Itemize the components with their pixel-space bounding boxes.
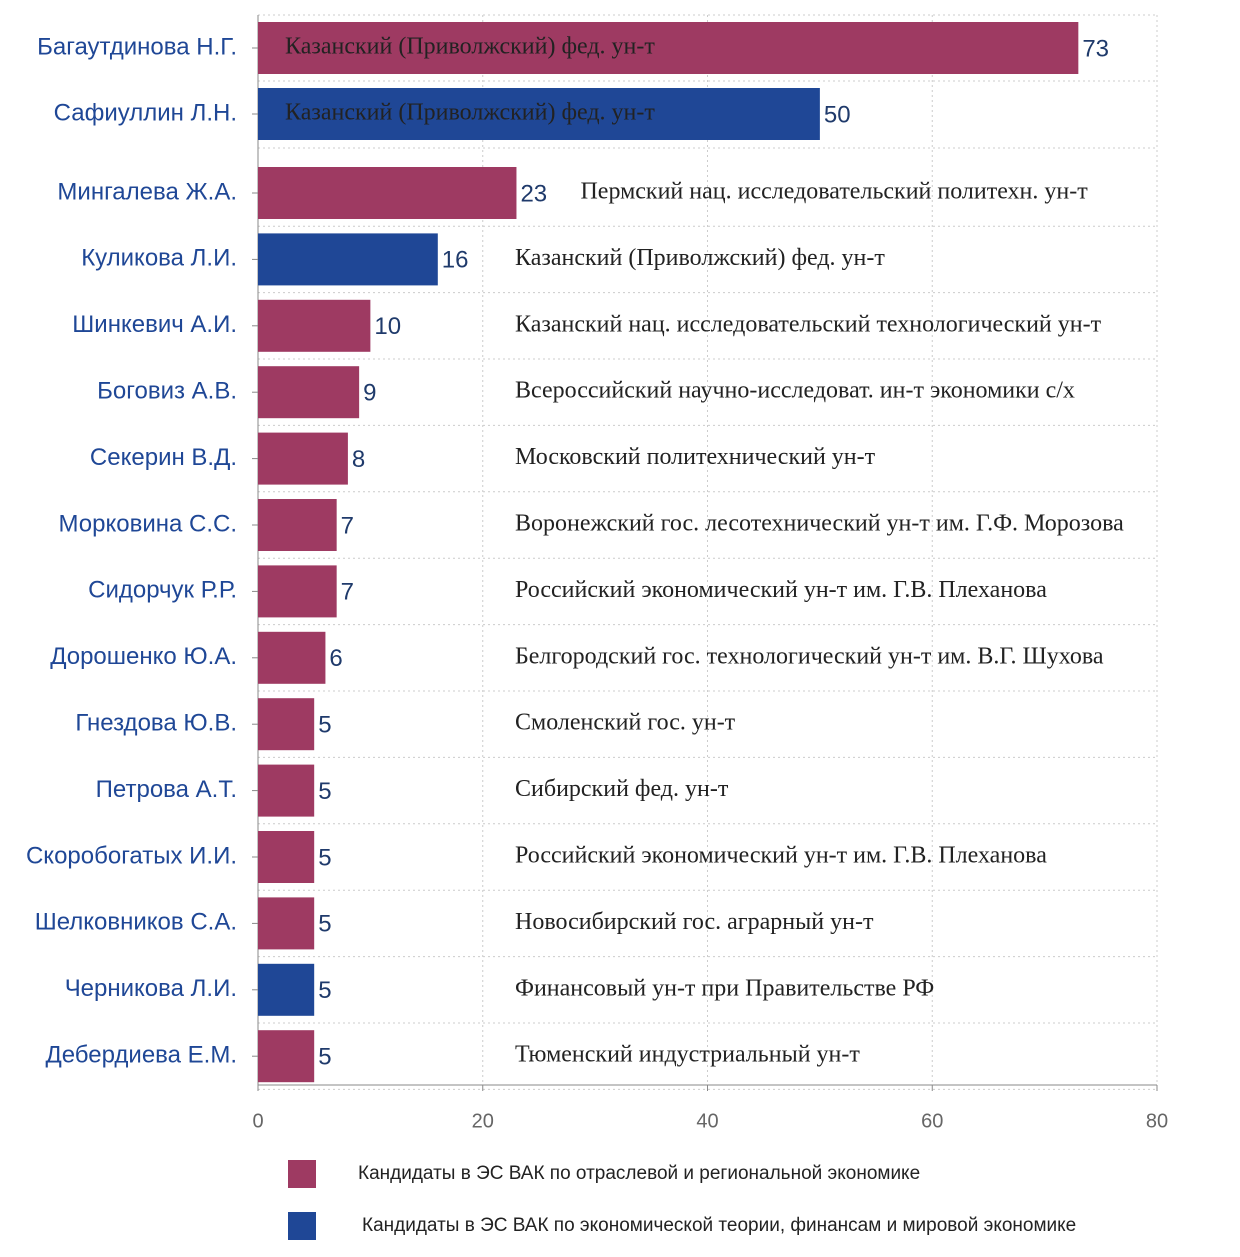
bar — [258, 963, 315, 1016]
y-tick-label: Гнездова Ю.В. — [75, 710, 237, 737]
y-tick-label: Шинкевич А.И. — [72, 311, 237, 338]
annotation: Пермский нац. исследовательский политехн… — [580, 179, 1088, 205]
annotation: Всероссийский научно-исследоват. ин-т эк… — [515, 378, 1075, 404]
annotation: Финансовый ун-т при Правительстве РФ — [515, 975, 934, 1001]
annotation: Казанский (Приволжский) фед. ун-т — [515, 245, 885, 271]
value-label: 5 — [318, 1044, 331, 1071]
bar — [258, 499, 337, 551]
annotation: Новосибирский гос. аграрный ун-т — [515, 909, 874, 935]
value-label: 23 — [520, 180, 547, 207]
bar — [258, 233, 438, 286]
legend-label: Кандидаты в ЭС ВАК по отраслевой и регио… — [358, 1163, 920, 1184]
bar — [258, 631, 326, 684]
y-tick-label: Секерин В.Д. — [90, 444, 237, 471]
annotation: Московский политехнический ун-т — [515, 444, 876, 470]
bar — [258, 22, 1079, 74]
annotation: Казанский (Приволжский) фед. ун-т — [285, 34, 655, 60]
value-label: 7 — [341, 579, 354, 606]
bar — [258, 764, 315, 817]
value-label: 6 — [329, 645, 342, 672]
y-tick-label: Сидорчук Р.Р. — [88, 577, 237, 604]
annotation: Тюменский индустриальный ун-т — [515, 1042, 860, 1068]
annotation: Казанский (Приволжский) фед. ун-т — [285, 100, 655, 126]
bar — [258, 565, 337, 618]
x-tick-label: 80 — [1146, 1110, 1168, 1132]
annotation: Казанский нац. исследовательский техноло… — [515, 311, 1102, 337]
bar — [258, 698, 315, 751]
bar — [258, 1030, 315, 1083]
y-tick-label: Скоробогатых И.И. — [26, 842, 237, 869]
y-tick-label: Куликова Л.И. — [81, 245, 237, 272]
x-tick-label: 20 — [472, 1110, 494, 1132]
y-tick-label: Морковина С.С. — [59, 510, 238, 537]
annotation: Российский экономический ун-т им. Г.В. П… — [515, 577, 1047, 603]
bar — [258, 831, 315, 883]
y-tick-label: Сафиуллин Л.Н. — [54, 99, 237, 126]
bar — [258, 432, 348, 485]
value-label: 50 — [824, 101, 851, 128]
value-label: 5 — [318, 911, 331, 938]
legend-swatch — [288, 1212, 316, 1240]
value-label: 7 — [341, 512, 354, 539]
value-label: 10 — [374, 313, 401, 340]
y-tick-label: Боговиз А.В. — [97, 378, 237, 405]
y-tick-label: Дорошенко Ю.А. — [50, 643, 237, 670]
bar — [258, 167, 517, 219]
value-label: 5 — [318, 844, 331, 871]
value-label: 5 — [318, 712, 331, 739]
y-tick-label: Дебердиева Е.М. — [45, 1042, 237, 1069]
y-tick-label: Черникова Л.И. — [65, 975, 237, 1002]
annotation: Сибирский фед. ун-т — [515, 776, 729, 802]
bar — [258, 366, 360, 419]
annotation: Российский экономический ун-т им. Г.В. П… — [515, 843, 1047, 869]
value-label: 9 — [363, 380, 376, 407]
y-tick-label: Шелковников С.А. — [35, 909, 237, 936]
value-label: 16 — [442, 247, 469, 274]
legend-swatch — [288, 1160, 316, 1188]
annotation: Воронежский гос. лесотехнический ун-т им… — [515, 511, 1124, 537]
value-label: 8 — [352, 446, 365, 473]
y-tick-label: Мингалева Ж.А. — [57, 178, 237, 205]
annotation: Смоленский гос. ун-т — [515, 710, 736, 736]
value-label: 5 — [318, 977, 331, 1004]
bar — [258, 88, 820, 140]
x-tick-label: 0 — [252, 1110, 263, 1132]
bar — [258, 897, 315, 950]
annotation: Белгородский гос. технологический ун-т и… — [515, 643, 1104, 669]
value-label: 5 — [318, 778, 331, 805]
y-tick-label: Багаутдинова Н.Г. — [37, 33, 237, 60]
y-tick-label: Петрова А.Т. — [96, 776, 237, 803]
bar — [258, 299, 371, 352]
x-tick-label: 40 — [696, 1110, 718, 1132]
value-label: 73 — [1082, 35, 1109, 62]
legend-label: Кандидаты в ЭС ВАК по экономической теор… — [362, 1215, 1076, 1236]
x-tick-label: 60 — [921, 1110, 943, 1132]
